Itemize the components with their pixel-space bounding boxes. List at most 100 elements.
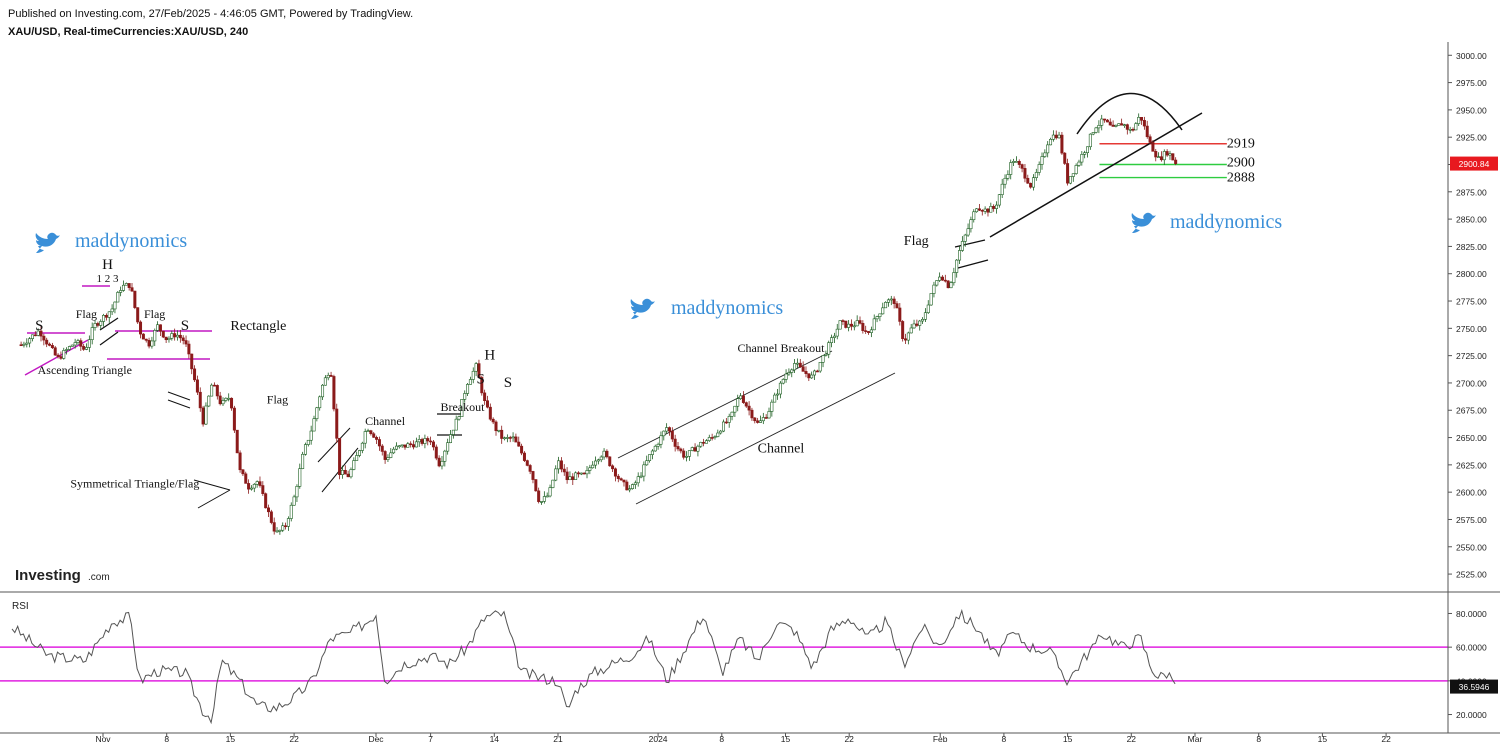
candle-body [303,444,307,455]
candle-body [389,452,393,458]
candle-body [366,430,370,432]
candle-body [713,436,717,438]
candle-body [312,418,316,432]
candle-body [739,395,743,399]
candle-body [773,394,777,403]
candle-body [918,320,922,326]
candle-body [986,208,990,213]
time-tick-label: 22 [1381,734,1391,744]
candle-body [1151,142,1155,152]
time-tick-label: 22 [844,734,854,744]
candle-body [141,333,145,340]
annotation-label: 2919 [1227,137,1255,152]
candle-body [622,479,626,483]
candle-body [136,307,140,323]
candle-body [289,504,293,519]
price-tick-label: 2775.00 [1456,297,1487,307]
candle-body [784,373,788,380]
candle-body [1040,156,1044,165]
candle-body [1071,173,1075,177]
candle-body [1140,117,1144,121]
candle-body [301,453,305,469]
candle-body [369,430,373,435]
candle-body [906,332,910,341]
candle-body [1037,164,1041,173]
candle-body [997,194,1001,206]
price-tick-label: 2675.00 [1456,406,1487,416]
candle-body [611,465,615,470]
rsi-tick-label: 60.0000 [1456,643,1487,653]
candle-body [170,333,174,339]
candle-body [923,312,927,320]
candle-body [849,323,853,327]
candle-body [1034,172,1038,179]
candle-body [477,363,481,378]
candle-body [946,280,950,289]
candle-body [972,211,976,221]
candle-body [1046,144,1050,154]
candle-body [340,469,344,475]
price-tick-label: 2725.00 [1456,351,1487,361]
candle-body [707,437,711,441]
price-pane [0,591,1500,734]
price-tick-label: 2875.00 [1456,187,1487,197]
candle-body [275,530,279,533]
candle-body [943,279,947,282]
candle-body [164,336,168,341]
candle-body [648,454,652,461]
candle-body [798,362,802,368]
candle-body [392,448,396,454]
candle-body [267,507,271,513]
candle-body [690,447,694,451]
candle-body [264,493,268,509]
candle-body [1012,161,1016,163]
candle-body [741,395,745,403]
candle-body [403,444,407,448]
candle-body [483,392,487,402]
candle-body [898,307,902,322]
candle-body [844,320,848,328]
annotation-label: S [476,372,484,388]
candle-body [113,301,117,310]
annotation-label: S [35,318,43,334]
candle-body [249,487,253,490]
candle-body [59,356,63,359]
candle-body [190,353,194,370]
candle-body [1049,139,1053,146]
annotation-label: S [504,375,512,391]
candle-body [201,407,205,425]
candle-body [576,472,580,475]
candle-body [232,407,236,431]
candle-body [613,468,617,477]
time-tick-label: Nov [95,734,111,744]
candle-body [1026,177,1030,184]
candle-body [417,439,421,443]
published-note: Published on Investing.com, 27/Feb/2025 … [8,8,414,20]
candle-body [886,299,890,303]
candle-body [62,350,66,359]
candle-body [676,446,680,450]
candle-body [457,416,461,420]
candle-body [989,206,993,213]
candle-body [1003,177,1007,185]
candle-body [241,469,245,475]
candle-body [70,344,74,347]
candle-body [53,347,57,356]
axes-layer: 3000.002975.002950.002925.002900.002875.… [95,42,1498,744]
candle-body [835,328,839,337]
annotation-label: 2900 [1227,155,1255,170]
candle-body [869,329,873,333]
candle-body [872,318,876,331]
rsi-title: RSI [12,601,29,612]
candle-body [758,420,762,423]
candle-body [56,354,60,357]
candle-body [1006,174,1010,179]
candle-body [318,396,322,409]
candle-body [281,525,285,531]
price-tick-label: 3000.00 [1456,51,1487,61]
candle-body [30,334,34,339]
time-tick-label: 8 [1256,734,1261,744]
candle-body [358,450,362,456]
candle-body [559,460,563,470]
